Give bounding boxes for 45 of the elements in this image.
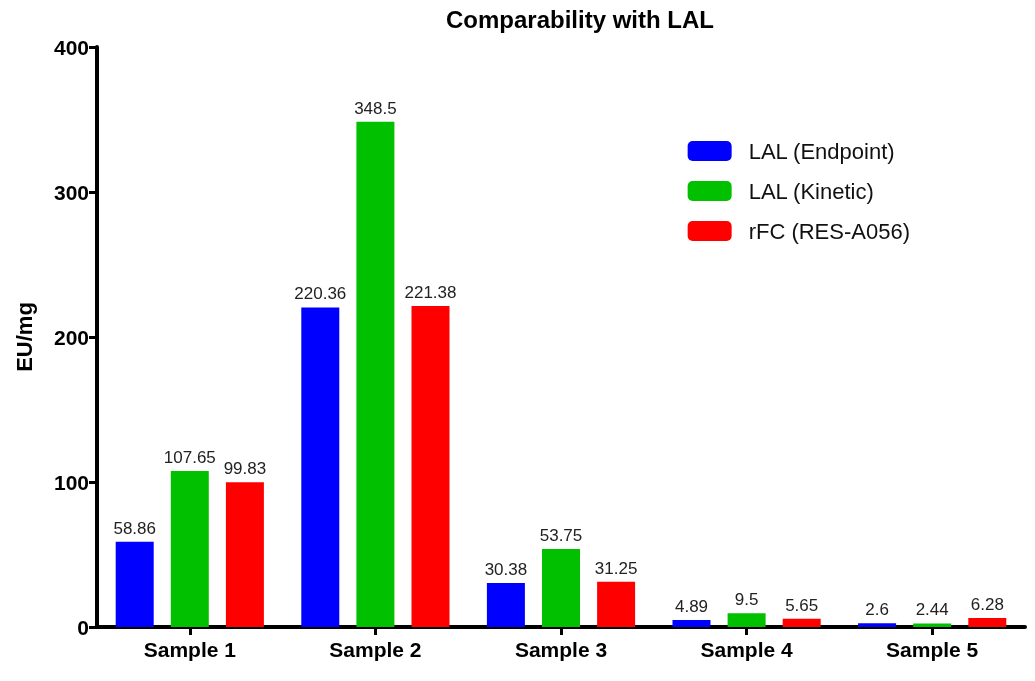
- y-tick-label: 200: [53, 325, 89, 349]
- legend-label: LAL (Kinetic): [748, 178, 874, 204]
- data-label: 53.75: [539, 526, 583, 546]
- bar: [858, 623, 897, 627]
- data-label: 2.6: [865, 600, 889, 620]
- data-label: 221.38: [404, 283, 457, 302]
- chart-title: Comparability with LAL: [445, 5, 715, 33]
- data-label: 2.44: [915, 600, 949, 620]
- bar: [170, 470, 209, 627]
- data-label: 220.36: [294, 284, 347, 304]
- data-label: 31.25: [594, 558, 638, 578]
- legend-label: rFC (RES-A056): [748, 218, 910, 244]
- data-label: 30.38: [484, 559, 528, 579]
- data-label: 4.89: [674, 596, 709, 616]
- bar: [782, 618, 821, 627]
- bar: [225, 482, 264, 627]
- bar: [913, 623, 952, 627]
- data-label: 99.83: [223, 459, 267, 479]
- data-label: 9.5: [734, 590, 759, 610]
- x-tick-label: Sample 1: [143, 638, 237, 661]
- bar: [356, 121, 395, 627]
- bar: [597, 581, 636, 627]
- y-axis-title: EU/mg: [11, 302, 37, 372]
- bar: [301, 307, 340, 627]
- bar: [486, 582, 525, 627]
- data-label: 5.65: [785, 595, 819, 615]
- data-label: 107.65: [163, 447, 216, 467]
- x-tick-label: Sample 4: [700, 638, 794, 661]
- y-tick-label: 100: [53, 470, 89, 494]
- data-label: 6.28: [970, 594, 1004, 614]
- data-label: 348.5: [354, 98, 397, 118]
- bar: [968, 617, 1007, 627]
- y-tick-label: 300: [53, 180, 89, 204]
- x-tick-label: Sample 3: [514, 638, 608, 661]
- y-tick-label: 0: [77, 615, 89, 639]
- y-tick-label: 400: [53, 35, 89, 59]
- bar: [672, 619, 711, 627]
- bar: [727, 613, 766, 627]
- x-tick-label: Sample 5: [886, 638, 979, 661]
- x-tick-label: Sample 2: [329, 638, 422, 661]
- bar: [115, 541, 154, 627]
- bar: [542, 549, 580, 627]
- data-label: 58.86: [113, 518, 156, 538]
- bar: [411, 306, 450, 627]
- legend-label: LAL (Endpoint): [748, 138, 895, 164]
